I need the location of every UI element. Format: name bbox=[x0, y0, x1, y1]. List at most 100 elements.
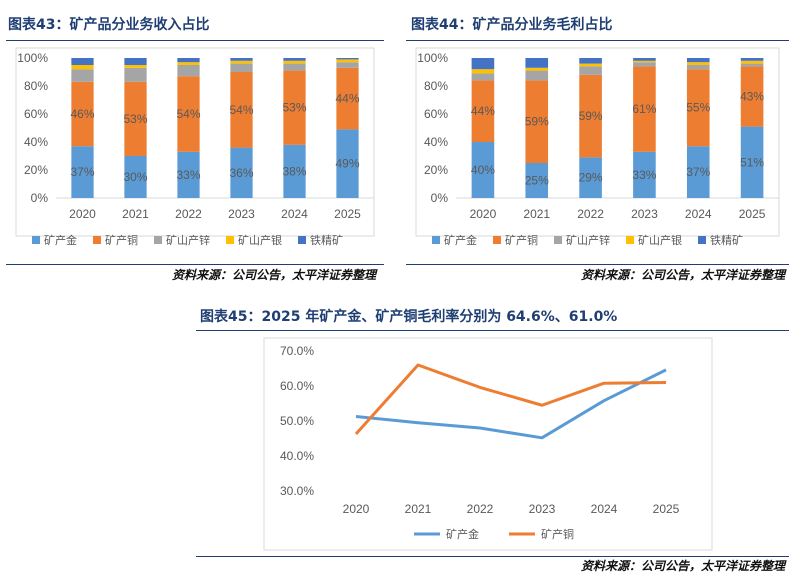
chart2-ytick-label: 80% bbox=[424, 79, 448, 93]
chart2-bar-0-5 bbox=[740, 126, 764, 198]
chart1-legend-swatch bbox=[154, 236, 162, 244]
chart1-bar-1-4 bbox=[283, 70, 306, 145]
chart1-bottom-rule bbox=[6, 264, 384, 265]
chart1-bar-4-5 bbox=[336, 58, 359, 60]
chart2-data-label: 59% bbox=[579, 109, 603, 123]
chart1-ytick-label: 40% bbox=[24, 135, 48, 149]
chart2-bar-4-4 bbox=[686, 58, 710, 63]
chart1-title: 图表43：矿产品分业务收入占比 bbox=[8, 17, 210, 33]
chart1-bar-1-0 bbox=[71, 81, 94, 147]
chart1-data-label: 49% bbox=[335, 157, 359, 171]
chart3-series-line-0 bbox=[355, 368, 667, 440]
chart1-bar-2-3 bbox=[230, 63, 253, 72]
chart2-bar-3-3 bbox=[633, 60, 656, 63]
chart2-legend-swatch bbox=[698, 236, 706, 244]
chart1-bar-0-3 bbox=[230, 147, 253, 198]
chart2-legend-label: 矿产铜 bbox=[505, 233, 538, 247]
chart2-bar-4-2 bbox=[579, 58, 602, 64]
chart1-data-label: 37% bbox=[70, 165, 94, 179]
chart2-bar-1-4 bbox=[686, 69, 710, 147]
chart1-xtick-label: 2021 bbox=[122, 207, 149, 221]
chart1-ytick-label: 0% bbox=[31, 191, 49, 205]
chart2-data-label: 55% bbox=[686, 101, 710, 115]
chart1-bar-2-2 bbox=[177, 65, 200, 77]
chart1-bar-1-3 bbox=[230, 72, 253, 148]
chart1-bar-4-2 bbox=[177, 58, 200, 63]
chart1-ytick-label: 80% bbox=[24, 79, 48, 93]
chart1-bar-3-3 bbox=[230, 60, 253, 64]
chart1-xtick-label: 2022 bbox=[175, 207, 202, 221]
chart2-legend-swatch bbox=[554, 236, 562, 244]
chart2-legend-swatch bbox=[432, 236, 440, 244]
chart3-ytick-label: 70.0% bbox=[280, 344, 314, 358]
chart2-legend-label: 矿产金 bbox=[444, 233, 477, 247]
chart1-bar-3-0 bbox=[71, 65, 94, 70]
chart2-bar-4-3 bbox=[633, 58, 656, 61]
chart2-bar-3-4 bbox=[686, 62, 710, 65]
chart3-xtick-label: 2020 bbox=[343, 502, 370, 516]
chart1-bar-0-0 bbox=[71, 146, 94, 198]
chart2-bar-0-2 bbox=[579, 157, 602, 198]
chart1-data-label: 46% bbox=[70, 107, 94, 121]
chart3-ytick-label: 40.0% bbox=[280, 449, 314, 463]
chart1-xtick-label: 2025 bbox=[334, 207, 361, 221]
chart2-bar-2-4 bbox=[686, 65, 710, 70]
chart2-bar-3-1 bbox=[525, 67, 549, 71]
chart1-xtick-label: 2023 bbox=[228, 207, 255, 221]
chart1-data-label: 54% bbox=[229, 103, 253, 117]
chart1-title-rule bbox=[6, 40, 384, 41]
chart1-bar-3-4 bbox=[283, 60, 306, 64]
chart2-data-label: 37% bbox=[686, 165, 710, 179]
chart2-legend-label: 矿山产银 bbox=[638, 233, 682, 247]
chart3-svg: 30.0% 40.0% 50.0% 60.0% 70.0% 2020 2021 2022 202… bbox=[263, 337, 713, 551]
chart2-title-rule bbox=[406, 40, 789, 41]
chart2-legend-label: 矿山产锌 bbox=[566, 233, 610, 247]
chart1-bar-2-4 bbox=[283, 63, 306, 71]
chart2-bar-1-1 bbox=[525, 80, 549, 163]
chart1-bar-3-1 bbox=[124, 65, 147, 68]
chart2-bar-4-5 bbox=[740, 58, 764, 61]
chart2-bar-2-2 bbox=[579, 66, 602, 75]
chart2-bar-4-0 bbox=[471, 58, 495, 70]
chart1-xtick-label: 2020 bbox=[69, 207, 96, 221]
chart2-bar-2-5 bbox=[740, 63, 764, 67]
chart3-xtick-label: 2022 bbox=[467, 502, 494, 516]
chart2-bar-3-5 bbox=[740, 60, 764, 64]
chart3-legend-label: 矿产金 bbox=[446, 527, 479, 541]
chart1-bar-4-0 bbox=[71, 58, 94, 65]
chart1-data-label: 38% bbox=[282, 164, 306, 178]
chart1-data-label: 30% bbox=[123, 170, 147, 184]
chart1-legend-swatch bbox=[32, 236, 40, 244]
chart1-bar-2-0 bbox=[71, 69, 94, 82]
chart1-svg: 0% 20% 40% 60% 80% 100% 37% 46% 2020 30% 53% 2021 33… bbox=[15, 47, 375, 247]
chart2-source: 资料来源：公司公告，太平洋证券整理 bbox=[580, 268, 785, 282]
chart1-bar-4-4 bbox=[283, 58, 306, 61]
chart3-ytick-label: 50.0% bbox=[280, 414, 314, 428]
chart1-bar-1-1 bbox=[124, 81, 147, 156]
chart2-bar-1-3 bbox=[633, 66, 656, 152]
chart2-data-label: 33% bbox=[632, 168, 656, 182]
chart2-bar-1-5 bbox=[740, 66, 764, 127]
chart2-data-label: 40% bbox=[471, 163, 495, 177]
chart3-xtick-label: 2024 bbox=[591, 502, 618, 516]
chart3-title: 图表45：2025 年矿产金、矿产铜毛利率分别为 64.6%、61.0% bbox=[200, 309, 618, 325]
chart2-bar-0-0 bbox=[471, 142, 495, 198]
chart1-bar-2-5 bbox=[336, 62, 359, 68]
chart2-title: 图表44：矿产品分业务毛利占比 bbox=[411, 17, 613, 33]
chart1-source: 资料来源：公司公告，太平洋证券整理 bbox=[171, 268, 376, 282]
chart3-xtick-label: 2025 bbox=[653, 502, 680, 516]
chart2-legend-swatch bbox=[626, 236, 634, 244]
chart1-data-label: 54% bbox=[176, 107, 200, 121]
chart2-xtick-label: 2020 bbox=[470, 207, 497, 221]
chart1-ytick-label: 100% bbox=[17, 51, 48, 65]
chart3-title-rule bbox=[196, 330, 789, 331]
chart3-xtick-label: 2021 bbox=[405, 502, 432, 516]
chart3-legend-label: 矿产铜 bbox=[541, 527, 574, 541]
chart1-bar-2-1 bbox=[124, 67, 147, 82]
chart1-bar-1-2 bbox=[177, 76, 200, 152]
chart1-bar-1-5 bbox=[336, 67, 359, 130]
chart2-bar-4-1 bbox=[525, 58, 549, 68]
chart1-data-label: 53% bbox=[282, 101, 306, 115]
chart1-bar-0-5 bbox=[336, 129, 359, 198]
chart1-legend-swatch bbox=[226, 236, 234, 244]
